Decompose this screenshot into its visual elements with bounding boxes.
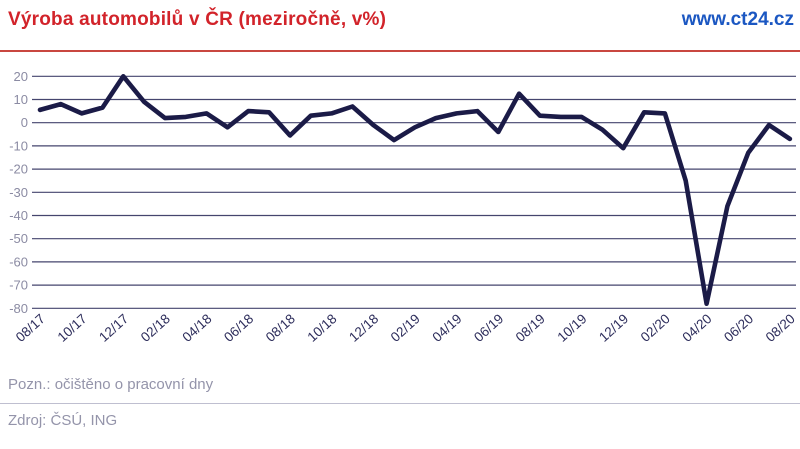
y-axis-tick-label: -50 bbox=[9, 231, 28, 246]
x-axis-tick-label: 12/18 bbox=[346, 311, 381, 345]
y-axis-tick-label: -30 bbox=[9, 185, 28, 200]
y-axis-tick-label: -60 bbox=[9, 254, 28, 269]
x-axis-tick-label: 06/18 bbox=[221, 311, 256, 345]
x-axis-tick-label: 06/19 bbox=[471, 311, 506, 345]
x-axis-tick-label: 10/17 bbox=[55, 311, 90, 345]
chart-note: Pozn.: očištěno o pracovní dny bbox=[8, 376, 214, 393]
x-axis-tick-label: 08/17 bbox=[13, 311, 48, 345]
x-axis-tick-label: 10/19 bbox=[554, 311, 589, 345]
page-title: Výroba automobilů v ČR (meziročně, v%) bbox=[8, 9, 387, 30]
y-axis-tick-label: -80 bbox=[9, 301, 28, 316]
x-axis-tick-label: 02/18 bbox=[138, 311, 173, 345]
x-axis-tick-label: 08/19 bbox=[513, 311, 548, 345]
site-url-link[interactable]: www.ct24.cz bbox=[681, 9, 794, 30]
y-axis-tick-label: -70 bbox=[9, 278, 28, 293]
x-axis-tick-label: 06/20 bbox=[721, 311, 756, 345]
y-axis-tick-label: 20 bbox=[14, 69, 28, 84]
y-axis-tick-label: -40 bbox=[9, 208, 28, 223]
x-axis-tick-label: 02/20 bbox=[638, 311, 673, 345]
x-axis-tick-label: 12/17 bbox=[96, 311, 131, 345]
x-axis-tick-label: 08/18 bbox=[263, 311, 298, 345]
x-axis-tick-label: 08/20 bbox=[763, 311, 798, 345]
footer-divider bbox=[0, 403, 800, 404]
y-axis-tick-label: 10 bbox=[14, 92, 28, 107]
x-axis-tick-label: 04/19 bbox=[429, 311, 464, 345]
x-axis-tick-label: 02/19 bbox=[388, 311, 423, 345]
data-line-series bbox=[37, 74, 793, 307]
x-axis-tick-label: 04/20 bbox=[679, 311, 714, 345]
y-axis-tick-label: -10 bbox=[9, 138, 28, 153]
x-axis-tick-label: 10/18 bbox=[304, 311, 339, 345]
y-axis-tick-label: -20 bbox=[9, 162, 28, 177]
chart-source: Zdroj: ČSÚ, ING bbox=[8, 412, 118, 429]
y-axis-tick-label: 0 bbox=[21, 115, 28, 130]
x-axis-tick-label: 04/18 bbox=[179, 311, 214, 345]
x-axis-tick-label: 12/19 bbox=[596, 311, 631, 345]
header-divider bbox=[0, 50, 800, 52]
